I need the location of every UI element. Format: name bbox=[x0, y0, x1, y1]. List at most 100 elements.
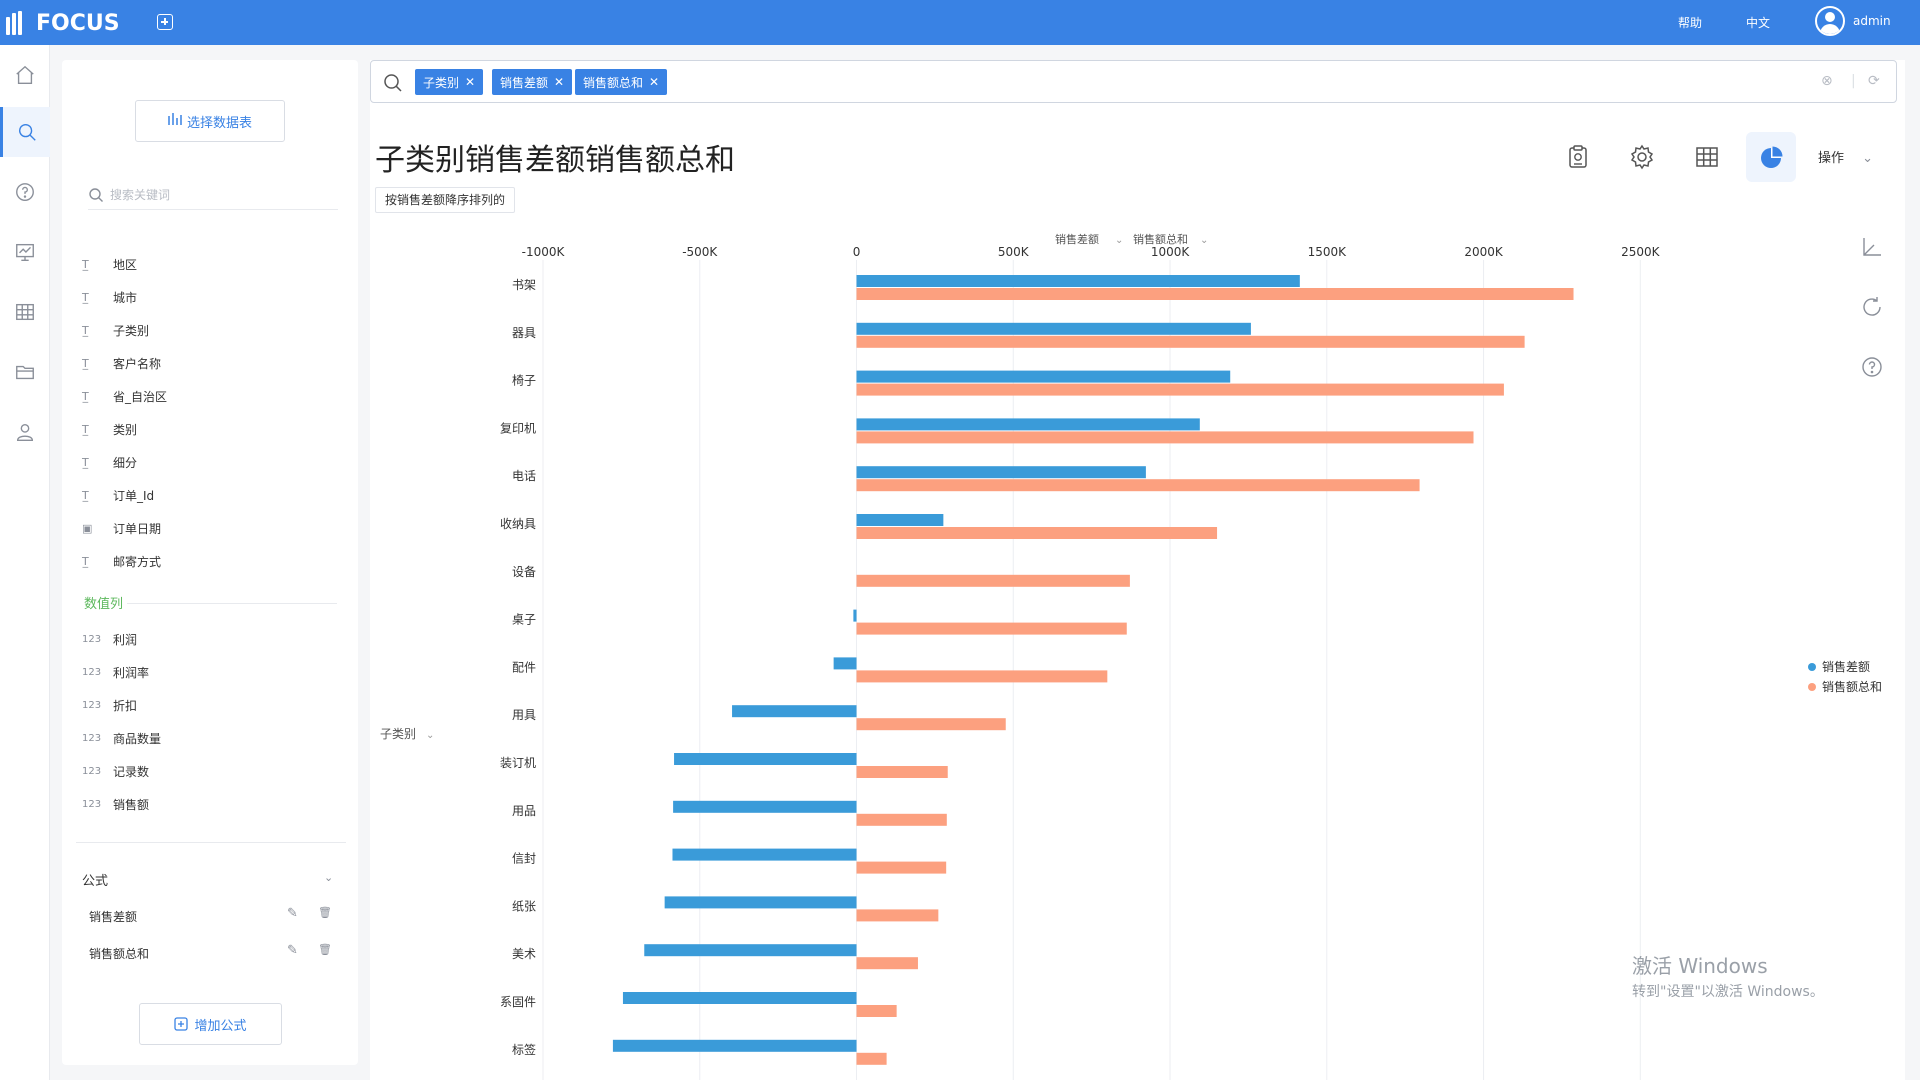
user-nav-icon[interactable] bbox=[0, 407, 50, 457]
bar-sales-difference[interactable] bbox=[732, 705, 857, 718]
bar-sales-total[interactable] bbox=[856, 861, 947, 874]
bar-sales-difference[interactable] bbox=[673, 800, 857, 813]
reload-icon[interactable] bbox=[1860, 295, 1886, 321]
search-chip[interactable]: 子类别 ✕ bbox=[415, 69, 484, 95]
bar-sales-difference[interactable] bbox=[856, 322, 1251, 335]
category-label: 收纳具 bbox=[500, 517, 536, 531]
bar-sales-difference[interactable] bbox=[612, 1039, 857, 1052]
formula-item[interactable]: 销售额总和 bbox=[89, 947, 150, 961]
help-nav-icon[interactable] bbox=[0, 167, 50, 217]
numeric-field-item[interactable]: 123 利润 bbox=[82, 628, 137, 650]
gear-icon[interactable] bbox=[1617, 132, 1667, 182]
bar-sales-total[interactable] bbox=[856, 1005, 897, 1017]
language-switch[interactable]: 中文 bbox=[1746, 16, 1771, 30]
refresh-icon[interactable]: ⟳ bbox=[1868, 73, 1880, 89]
bar-sales-total[interactable] bbox=[856, 718, 1006, 731]
field-item[interactable]: T̲ 子类别 bbox=[82, 319, 149, 341]
table-view-icon[interactable] bbox=[1682, 132, 1732, 182]
field-item[interactable]: T̲ 省_自治区 bbox=[82, 385, 167, 407]
user-avatar-icon[interactable] bbox=[1815, 6, 1845, 36]
bar-sales-total[interactable] bbox=[856, 622, 1127, 635]
add-formula-button[interactable]: 增加公式 bbox=[139, 1003, 282, 1045]
dashboard-icon[interactable] bbox=[0, 227, 50, 277]
field-search[interactable]: 搜索关键词 bbox=[88, 180, 338, 210]
close-icon[interactable]: ✕ bbox=[649, 75, 660, 89]
help-icon[interactable] bbox=[1860, 355, 1886, 381]
bar-sales-difference[interactable] bbox=[622, 992, 857, 1004]
query-search-bar[interactable]: 子类别 ✕ 销售差额 ✕ 销售额总和 ✕ ⊗ | ⟳ bbox=[370, 60, 1897, 103]
save-clipboard-icon[interactable] bbox=[1553, 132, 1603, 182]
home-icon[interactable] bbox=[0, 50, 50, 100]
edit-icon[interactable]: ✎ bbox=[287, 906, 298, 921]
legend-item-sales-difference[interactable]: 销售差额 bbox=[1808, 658, 1870, 675]
bar-sales-total[interactable] bbox=[856, 527, 1218, 539]
sort-tag[interactable]: 按销售差额降序排列的 bbox=[375, 187, 516, 213]
folder-icon[interactable] bbox=[0, 347, 50, 397]
bar-sales-total[interactable] bbox=[856, 670, 1108, 683]
chevron-down-icon[interactable]: ⌄ bbox=[324, 871, 334, 884]
bar-sales-total[interactable] bbox=[856, 574, 1130, 587]
bar-sales-total[interactable] bbox=[856, 335, 1525, 348]
edit-icon[interactable]: ✎ bbox=[287, 943, 298, 958]
focus-logo[interactable]: FOCUS bbox=[6, 8, 120, 38]
close-icon[interactable]: ✕ bbox=[554, 75, 565, 89]
field-item[interactable]: T̲ 订单_Id bbox=[82, 484, 154, 506]
formula-item[interactable]: 销售差额 bbox=[89, 910, 138, 924]
search-chip[interactable]: 销售差额 ✕ bbox=[492, 69, 573, 95]
chart-type-icon[interactable] bbox=[1746, 132, 1796, 182]
operations-menu[interactable]: 操作 ⌄ bbox=[1818, 147, 1873, 166]
numeric-field-item[interactable]: 123 销售额 bbox=[82, 793, 149, 815]
close-icon[interactable]: ✕ bbox=[465, 75, 476, 89]
bar-sales-total[interactable] bbox=[856, 479, 1420, 492]
select-table-button[interactable]: 选择数据表 bbox=[135, 100, 285, 142]
bar-sales-difference[interactable] bbox=[853, 609, 857, 622]
table-nav-icon[interactable] bbox=[0, 287, 50, 337]
numeric-field-item[interactable]: 123 利润率 bbox=[82, 661, 149, 683]
chevron-down-icon[interactable]: ⌄ bbox=[1115, 235, 1123, 246]
bar-sales-difference[interactable] bbox=[664, 896, 857, 909]
field-item[interactable]: T̲ 客户名称 bbox=[82, 352, 161, 374]
field-item[interactable]: T̲ 细分 bbox=[82, 451, 137, 473]
search-chip[interactable]: 销售额总和 ✕ bbox=[575, 69, 668, 95]
field-item[interactable]: T̲ 类别 bbox=[82, 418, 137, 440]
bar-sales-difference[interactable] bbox=[856, 418, 1200, 431]
bar-sales-total[interactable] bbox=[856, 766, 948, 778]
bar-sales-total[interactable] bbox=[856, 288, 1574, 300]
y-axis-label[interactable]: 子类别 bbox=[380, 727, 416, 741]
axis-icon[interactable] bbox=[1860, 235, 1886, 261]
legend-item-sales-total[interactable]: 销售额总和 bbox=[1808, 678, 1882, 695]
bar-sales-total[interactable] bbox=[856, 909, 939, 922]
numeric-field-item[interactable]: 123 商品数量 bbox=[82, 727, 161, 749]
bar-chart: -1000K -500K 0 500K 1000K 1500K 2000K 2500K 销售差额… bbox=[380, 232, 1661, 1080]
bar-sales-difference[interactable] bbox=[856, 466, 1146, 479]
bar-sales-difference[interactable] bbox=[644, 944, 857, 957]
bar-sales-total[interactable] bbox=[856, 957, 918, 970]
delete-icon[interactable]: 🗑 bbox=[318, 906, 332, 919]
bar-sales-total[interactable] bbox=[856, 383, 1504, 396]
bar-sales-difference[interactable] bbox=[856, 370, 1231, 383]
delete-icon[interactable]: 🗑 bbox=[318, 943, 332, 956]
chevron-down-icon[interactable]: ⌄ bbox=[1200, 235, 1208, 246]
field-item[interactable]: T̲ 城市 bbox=[82, 286, 137, 308]
field-item[interactable]: T̲ 邮寄方式 bbox=[82, 550, 161, 572]
numeric-field-item[interactable]: 123 记录数 bbox=[82, 760, 149, 782]
bar-sales-difference[interactable] bbox=[856, 514, 944, 526]
bar-sales-difference[interactable] bbox=[672, 848, 857, 861]
chevron-down-icon[interactable]: ⌄ bbox=[426, 730, 434, 741]
bar-sales-total[interactable] bbox=[856, 1052, 887, 1065]
help-link[interactable]: 帮助 bbox=[1678, 16, 1703, 30]
field-item[interactable]: T̲ 地区 bbox=[82, 253, 137, 275]
bar-sales-total[interactable] bbox=[856, 813, 947, 826]
field-item[interactable]: ▣ 订单日期 bbox=[82, 517, 161, 539]
bar-sales-difference[interactable] bbox=[833, 657, 857, 670]
series-header-1[interactable]: 销售差额 bbox=[1055, 232, 1099, 246]
user-name[interactable]: admin bbox=[1853, 14, 1891, 28]
bar-sales-difference[interactable] bbox=[856, 275, 1300, 287]
add-tab-icon[interactable] bbox=[157, 14, 173, 30]
clear-icon[interactable]: ⊗ bbox=[1821, 73, 1833, 89]
bar-sales-difference[interactable] bbox=[674, 753, 857, 765]
bar-sales-total[interactable] bbox=[856, 431, 1474, 444]
numeric-field-item[interactable]: 123 折扣 bbox=[82, 694, 137, 716]
series-header-2[interactable]: 销售额总和 bbox=[1133, 232, 1188, 246]
search-nav-icon[interactable] bbox=[0, 107, 50, 157]
